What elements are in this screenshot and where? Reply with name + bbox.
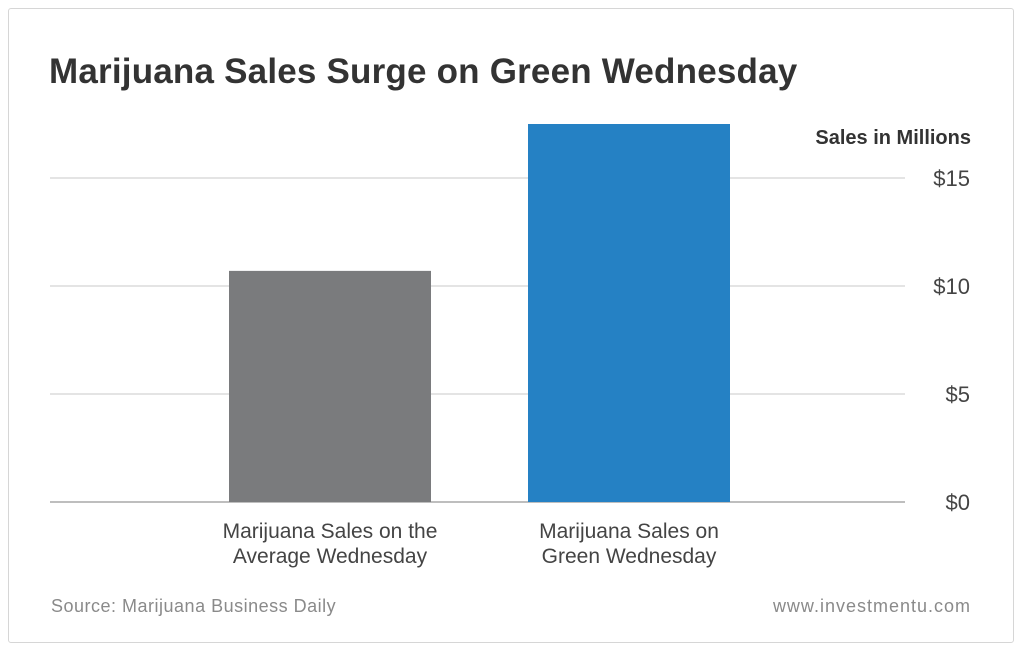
x-category-label: Marijuana Sales on Green Wednesday bbox=[539, 520, 719, 568]
chart-title: Marijuana Sales Surge on Green Wednesday bbox=[49, 52, 798, 91]
y-axis-label: Sales in Millions bbox=[815, 127, 971, 149]
y-tick-label: $15 bbox=[933, 166, 970, 191]
bar-2 bbox=[528, 124, 730, 502]
x-category-label: Marijuana Sales on the Average Wednesday bbox=[222, 520, 438, 568]
source-note: Source: Marijuana Business Daily bbox=[51, 596, 337, 616]
y-tick-label: $5 bbox=[946, 382, 970, 407]
gridlines bbox=[50, 177, 905, 503]
y-axis-ticks: $0 $5 $10 $15 bbox=[933, 166, 970, 515]
site-url: www.investmentu.com bbox=[772, 596, 971, 616]
y-tick-label: $0 bbox=[946, 490, 970, 515]
bar-1 bbox=[229, 270, 431, 502]
chart-frame bbox=[8, 8, 1014, 643]
y-tick-label: $10 bbox=[933, 274, 970, 299]
bars bbox=[229, 124, 730, 502]
